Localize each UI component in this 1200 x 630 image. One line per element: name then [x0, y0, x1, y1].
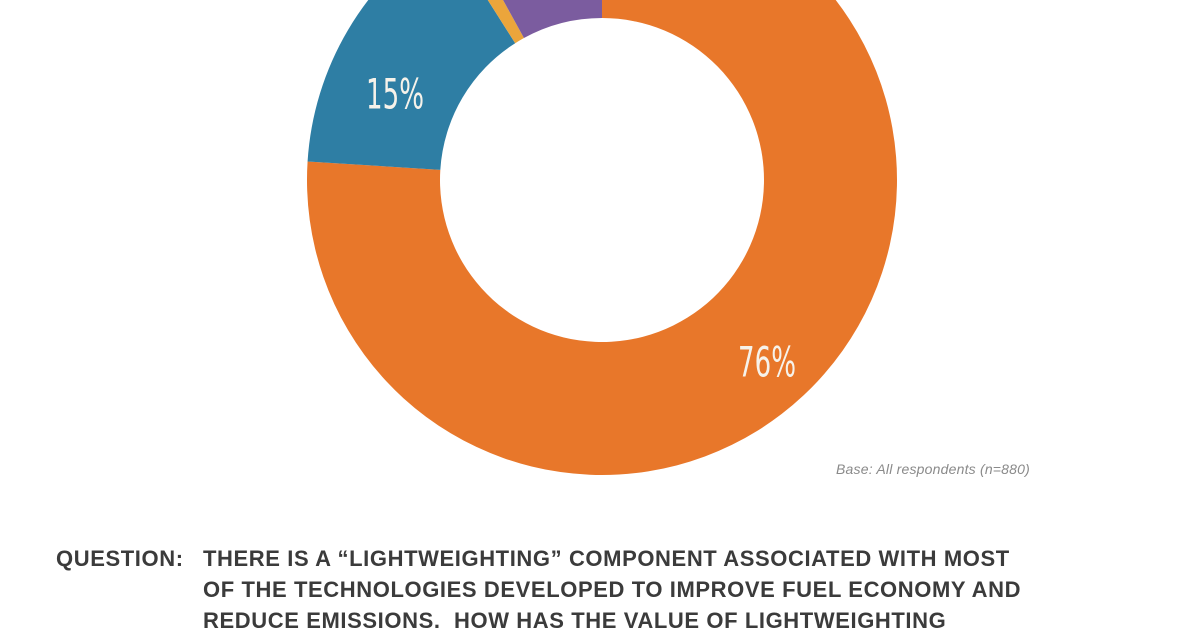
question-text: THERE IS A “LIGHTWEIGHTING” COMPONENT AS…	[203, 543, 1021, 630]
slice-value-label-1: 15%	[366, 69, 424, 119]
slice-value-label-0: 76%	[738, 337, 797, 387]
donut-slice-2	[487, 0, 524, 44]
question-line-3: REDUCE EMISSIONS. HOW HAS THE VALUE OF L…	[203, 608, 947, 630]
base-note: Base: All respondents (n=880)	[836, 461, 1031, 477]
donut-slice-3	[503, 0, 602, 39]
question-line-2: OF THE TECHNOLOGIES DEVELOPED TO IMPROVE…	[203, 577, 1022, 602]
question-label: QUESTION:	[56, 546, 184, 571]
question-line-1: THERE IS A “LIGHTWEIGHTING” COMPONENT AS…	[203, 546, 1010, 571]
question-block: QUESTION: THERE IS A “LIGHTWEIGHTING” CO…	[56, 543, 1021, 630]
donut-slice-1	[307, 0, 516, 170]
donut-slice-0	[307, 0, 897, 475]
